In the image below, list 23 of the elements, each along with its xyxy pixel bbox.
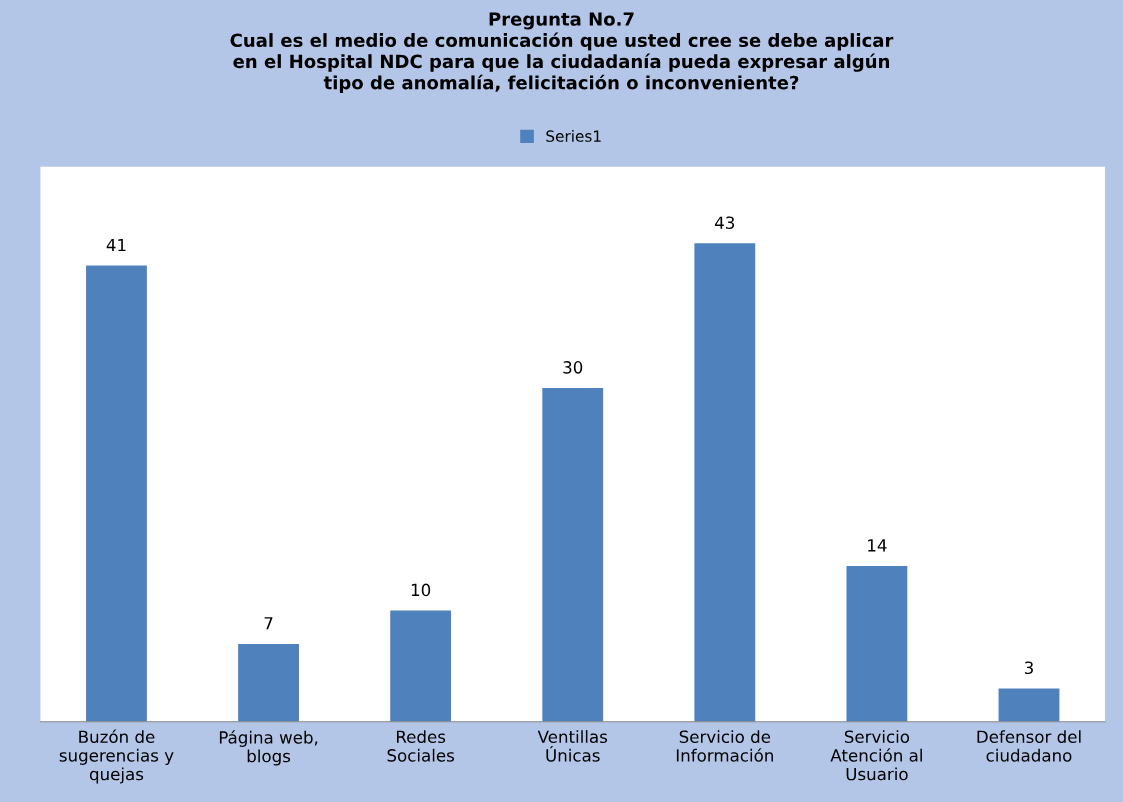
data-label: 3 xyxy=(1024,661,1033,675)
bar xyxy=(694,243,756,722)
bar xyxy=(238,643,299,722)
x-tick-label: Ventillas Únicas xyxy=(537,730,608,762)
data-label: 41 xyxy=(106,238,126,252)
data-label: 14 xyxy=(868,539,887,552)
bar xyxy=(542,388,604,722)
x-tick-label: Buzón de sugerencias y quejas xyxy=(59,729,174,784)
x-tick-label: Defensor del ciudadano xyxy=(977,730,1081,762)
data-label: 43 xyxy=(715,216,735,230)
data-label: 30 xyxy=(563,361,583,374)
x-tick-label: Servicio de Información xyxy=(676,730,773,762)
chart-title: Pregunta No.7 Cual es el medio de comunicación que usted cree se debe aplicar en el Hospital NDC para que la ciudadanía pueda expresar algún tipo de anomalía, felicitación o inconveniente? xyxy=(230,12,894,93)
legend-label: Series1 xyxy=(546,130,601,142)
bar xyxy=(846,566,908,722)
data-label: 10 xyxy=(411,583,431,597)
x-tick-label: Servicio Atención al Usuario xyxy=(830,730,922,781)
x-tick-label: Redes Sociales xyxy=(387,730,454,762)
x-tick-label: Página web, blogs xyxy=(219,730,318,766)
bar xyxy=(998,688,1060,722)
bar xyxy=(86,265,147,722)
data-label: 7 xyxy=(264,617,273,630)
bar xyxy=(390,610,452,722)
